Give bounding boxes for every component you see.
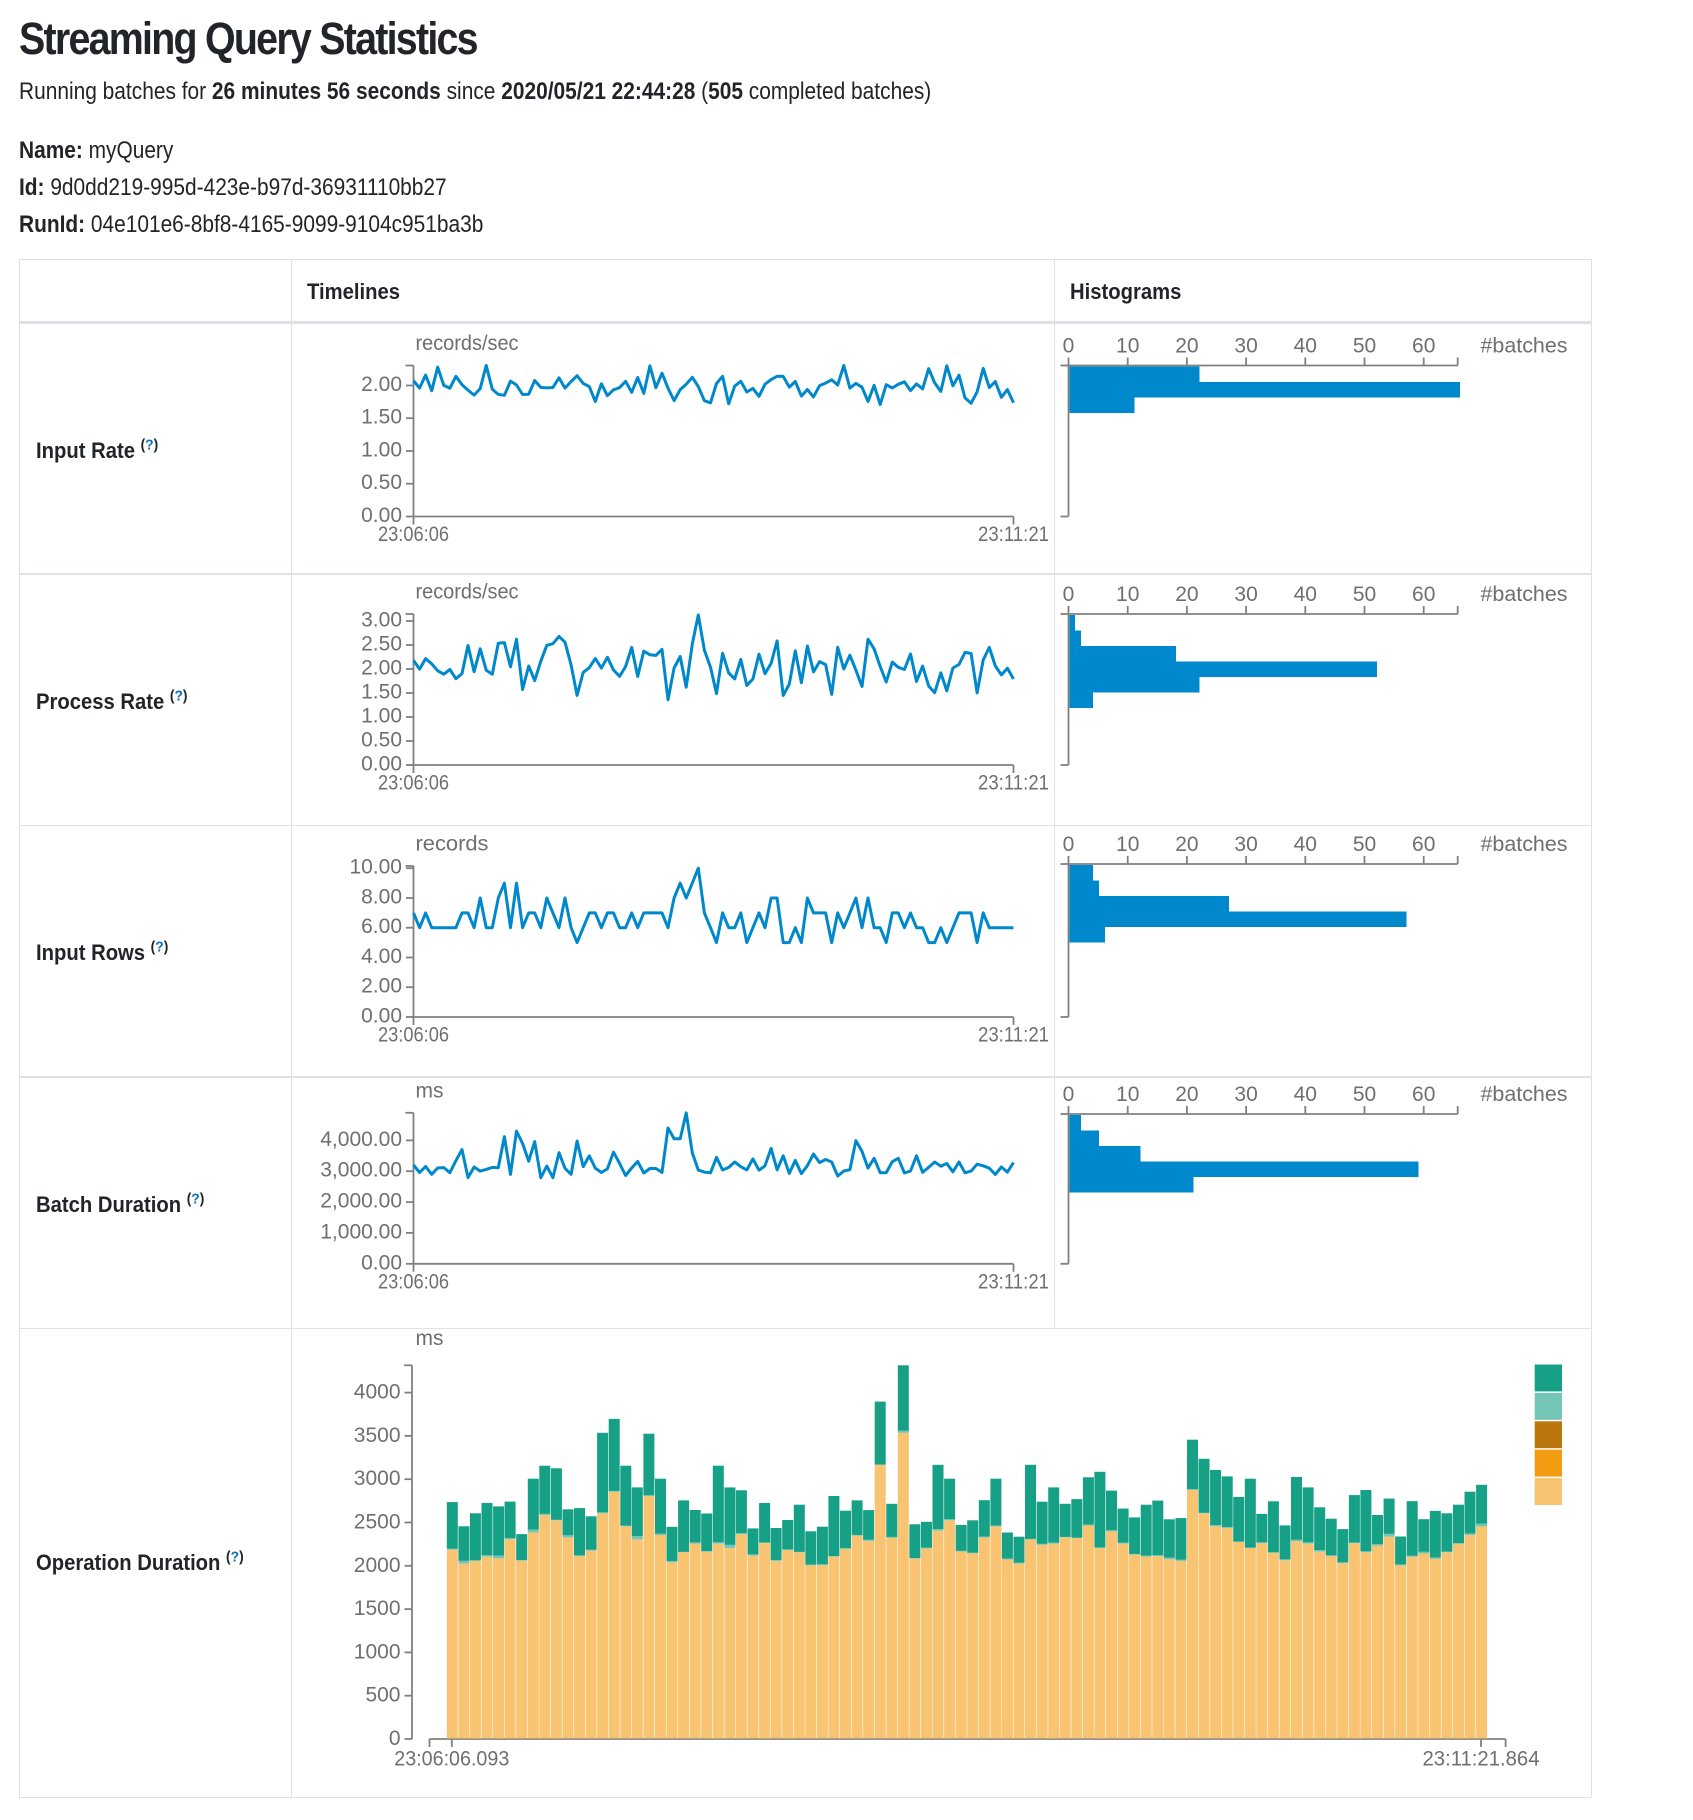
svg-text:60: 60 xyxy=(1412,1083,1435,1106)
svg-text:2.50: 2.50 xyxy=(361,633,402,656)
svg-text:30: 30 xyxy=(1234,833,1257,856)
svg-text:1.50: 1.50 xyxy=(361,681,402,704)
svg-text:40: 40 xyxy=(1294,583,1317,606)
svg-text:60: 60 xyxy=(1412,833,1435,856)
svg-text:2500: 2500 xyxy=(354,1511,401,1534)
svg-text:10: 10 xyxy=(1116,1083,1139,1106)
svg-text:8.00: 8.00 xyxy=(361,886,402,909)
svg-text:ms: ms xyxy=(416,1327,444,1350)
svg-text:50: 50 xyxy=(1353,583,1376,606)
svg-text:60: 60 xyxy=(1412,583,1435,606)
svg-text:4.00: 4.00 xyxy=(361,945,402,968)
svg-text:23:11:21: 23:11:21 xyxy=(978,1024,1049,1047)
svg-text:0: 0 xyxy=(1063,1083,1075,1106)
svg-text:2000: 2000 xyxy=(354,1554,401,1577)
svg-text:6.00: 6.00 xyxy=(361,915,402,938)
svg-text:1500: 1500 xyxy=(354,1597,401,1620)
svg-text:1.00: 1.00 xyxy=(361,439,402,462)
svg-text:20: 20 xyxy=(1175,583,1198,606)
svg-text:23:06:06: 23:06:06 xyxy=(378,1270,449,1293)
svg-text:50: 50 xyxy=(1353,1083,1376,1106)
svg-text:23:11:21: 23:11:21 xyxy=(978,1270,1049,1293)
svg-text:23:06:06: 23:06:06 xyxy=(378,1024,449,1047)
svg-text:30: 30 xyxy=(1234,583,1257,606)
svg-text:30: 30 xyxy=(1234,335,1257,358)
svg-text:#batches: #batches xyxy=(1481,833,1568,856)
svg-text:23:06:06.093: 23:06:06.093 xyxy=(394,1748,509,1771)
svg-text:20: 20 xyxy=(1175,335,1198,358)
svg-text:#batches: #batches xyxy=(1481,1083,1568,1106)
svg-text:4000: 4000 xyxy=(354,1381,401,1404)
svg-text:0.00: 0.00 xyxy=(361,1251,402,1274)
svg-text:50: 50 xyxy=(1353,833,1376,856)
svg-text:3500: 3500 xyxy=(354,1424,401,1447)
svg-text:3000: 3000 xyxy=(354,1467,401,1490)
svg-text:1.50: 1.50 xyxy=(361,406,402,429)
svg-text:40: 40 xyxy=(1294,1083,1317,1106)
svg-text:0: 0 xyxy=(1063,335,1075,358)
svg-text:10: 10 xyxy=(1116,335,1139,358)
svg-text:40: 40 xyxy=(1294,335,1317,358)
svg-text:10: 10 xyxy=(1116,583,1139,606)
svg-text:3,000.00: 3,000.00 xyxy=(320,1159,402,1182)
svg-text:0.00: 0.00 xyxy=(361,1005,402,1028)
svg-text:0: 0 xyxy=(389,1727,401,1750)
svg-text:10: 10 xyxy=(1116,833,1139,856)
svg-text:60: 60 xyxy=(1412,335,1435,358)
svg-text:2.00: 2.00 xyxy=(361,657,402,680)
svg-text:2,000.00: 2,000.00 xyxy=(320,1190,402,1213)
svg-text:40: 40 xyxy=(1294,833,1317,856)
svg-text:records/sec: records/sec xyxy=(416,581,519,604)
svg-text:2.00: 2.00 xyxy=(361,373,402,396)
svg-text:0.50: 0.50 xyxy=(361,729,402,752)
svg-text:50: 50 xyxy=(1353,335,1376,358)
svg-text:23:11:21.864: 23:11:21.864 xyxy=(1423,1748,1540,1771)
svg-text:ms: ms xyxy=(416,1079,444,1102)
svg-text:23:11:21: 23:11:21 xyxy=(978,523,1049,546)
svg-text:0.00: 0.00 xyxy=(361,753,402,776)
svg-text:30: 30 xyxy=(1234,1083,1257,1106)
svg-text:20: 20 xyxy=(1175,1083,1198,1106)
svg-text:0: 0 xyxy=(1063,583,1075,606)
svg-text:2.00: 2.00 xyxy=(361,975,402,998)
svg-text:23:06:06: 23:06:06 xyxy=(378,772,449,795)
svg-text:4,000.00: 4,000.00 xyxy=(320,1128,402,1151)
svg-text:0.50: 0.50 xyxy=(361,471,402,494)
svg-text:1.00: 1.00 xyxy=(361,705,402,728)
svg-text:23:11:21: 23:11:21 xyxy=(978,772,1049,795)
svg-text:23:06:06: 23:06:06 xyxy=(378,523,449,546)
svg-text:1,000.00: 1,000.00 xyxy=(320,1220,402,1243)
svg-text:0: 0 xyxy=(1063,833,1075,856)
svg-text:0.00: 0.00 xyxy=(361,504,402,527)
svg-text:20: 20 xyxy=(1175,833,1198,856)
svg-text:#batches: #batches xyxy=(1481,335,1568,358)
svg-text:500: 500 xyxy=(365,1684,400,1707)
svg-text:#batches: #batches xyxy=(1481,583,1568,606)
svg-text:records/sec: records/sec xyxy=(416,332,519,355)
svg-text:3.00: 3.00 xyxy=(361,609,402,632)
svg-text:records: records xyxy=(416,833,489,856)
svg-text:10.00: 10.00 xyxy=(349,856,402,879)
svg-text:1000: 1000 xyxy=(354,1640,401,1663)
